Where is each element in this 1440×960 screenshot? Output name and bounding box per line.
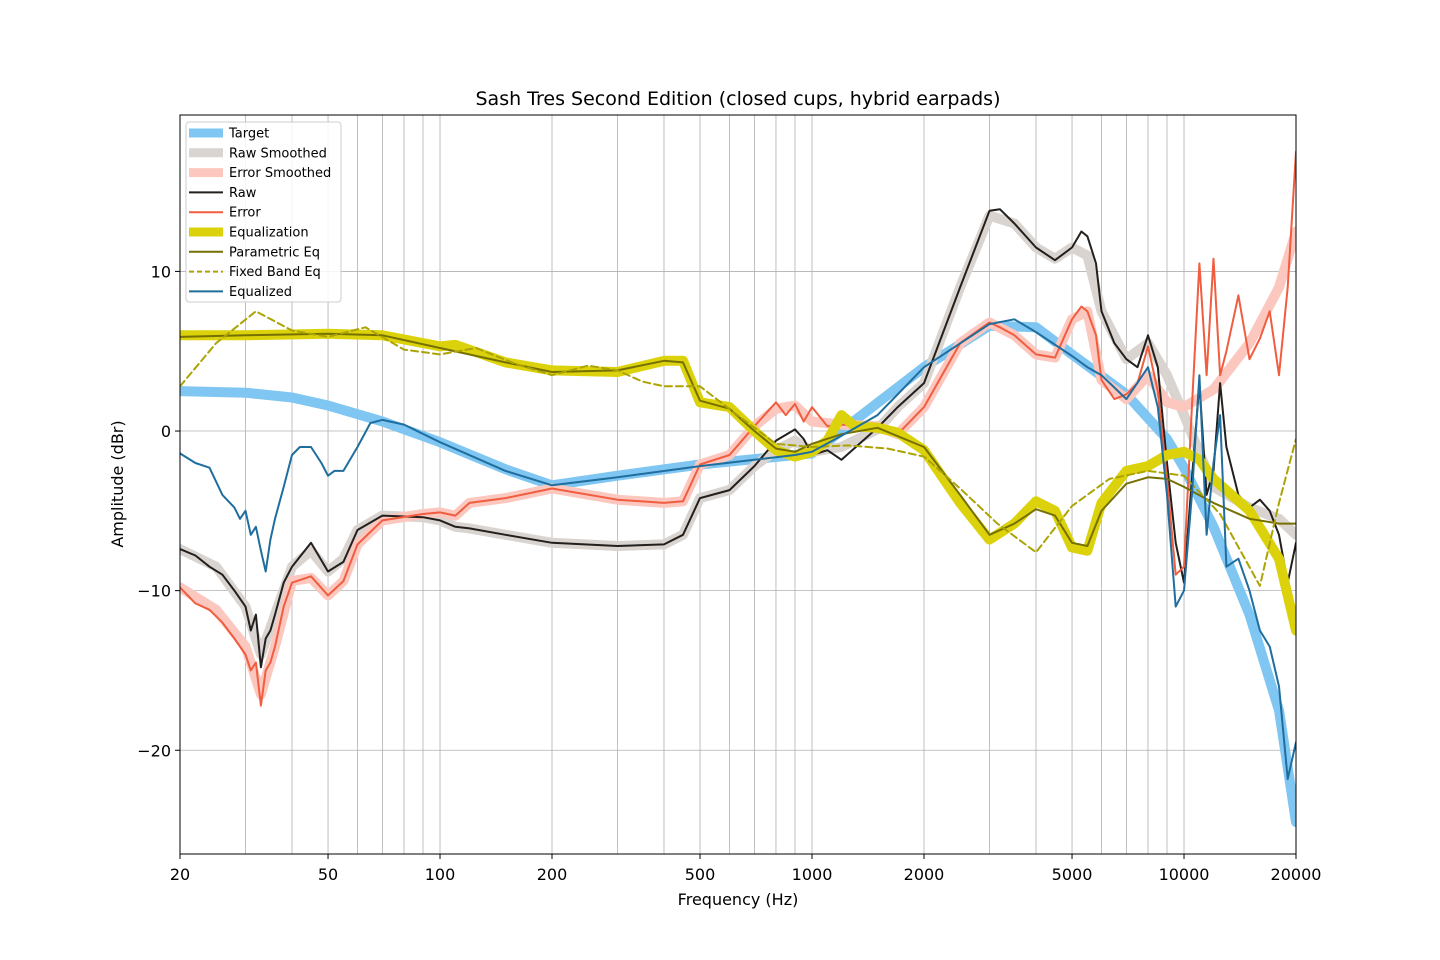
x-tick-label: 20 xyxy=(170,865,190,884)
y-tick-label: −10 xyxy=(137,582,171,601)
series-line-error xyxy=(180,150,1296,707)
legend-label-equalization: Equalization xyxy=(229,226,309,241)
x-tick-label: 2000 xyxy=(904,865,945,884)
x-axis-label: Frequency (Hz) xyxy=(678,890,799,909)
legend-box xyxy=(185,121,342,303)
y-axis-label: Amplitude (dBr) xyxy=(108,420,127,547)
y-tick-label: 10 xyxy=(151,262,171,281)
x-tick-label: 10000 xyxy=(1159,865,1210,884)
legend-label-raw-smoothed: Raw Smoothed xyxy=(229,146,327,161)
x-tick-label: 50 xyxy=(318,865,338,884)
series-lines xyxy=(180,150,1296,828)
y-tick-label: 0 xyxy=(161,422,171,441)
x-tick-label: 100 xyxy=(425,865,456,884)
legend-label-equalized: Equalized xyxy=(229,285,292,300)
x-tick-label: 200 xyxy=(537,865,568,884)
series-line-fixed-band-eq xyxy=(180,310,1296,587)
legend: Target Raw Smoothed Error Smoothed Raw Error… xyxy=(185,121,342,303)
legend-label-error: Error xyxy=(229,206,261,221)
x-tick-label: 5000 xyxy=(1052,865,1093,884)
plot-frame xyxy=(179,114,1297,855)
legend-label-target: Target xyxy=(228,127,269,142)
axis-ticks: 20 50 100 200 500 1000 2000 5000 10000 20000−20−1… xyxy=(137,262,1321,884)
legend-label-fixed-band-eq: Fixed Band Eq xyxy=(229,265,321,280)
chart-title: Sash Tres Second Edition (closed cups, h… xyxy=(476,88,1001,110)
series-line-target xyxy=(180,320,1296,828)
legend-label-parametric-eq: Parametric Eq xyxy=(229,245,320,260)
x-tick-label: 1000 xyxy=(792,865,833,884)
legend-label-raw: Raw xyxy=(229,186,257,201)
legend-label-error-smoothed: Error Smoothed xyxy=(229,166,331,181)
series-line-parametric-eq xyxy=(180,332,1296,547)
series-line-equalized xyxy=(180,318,1296,780)
x-tick-label: 20000 xyxy=(1271,865,1322,884)
x-tick-label: 500 xyxy=(685,865,716,884)
y-tick-label: −20 xyxy=(137,741,171,760)
